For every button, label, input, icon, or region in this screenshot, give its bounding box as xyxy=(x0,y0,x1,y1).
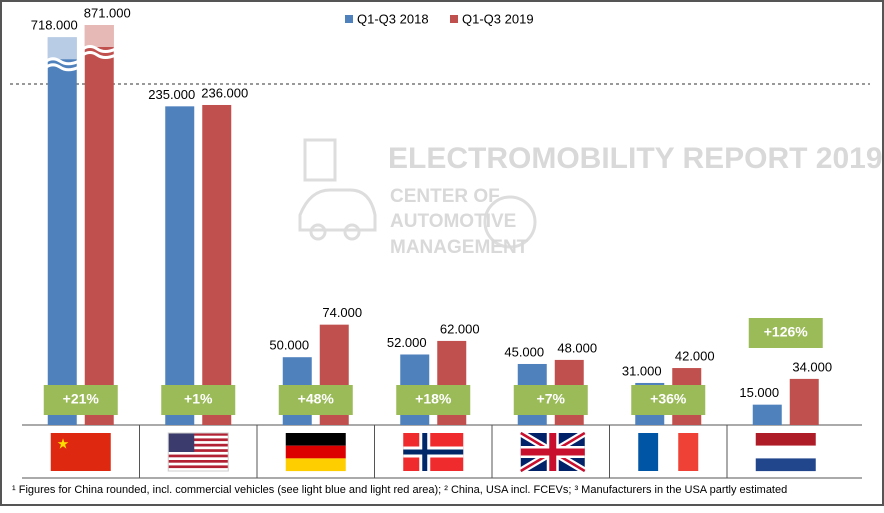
growth-box xyxy=(161,385,236,415)
value-label: 52.000 xyxy=(387,335,427,350)
watermark-line: CENTER OF xyxy=(390,186,500,207)
flag xyxy=(168,443,229,447)
bar xyxy=(789,378,819,425)
flag xyxy=(638,433,659,471)
growth-box xyxy=(748,318,823,348)
flag xyxy=(285,433,346,446)
watermark-title: ELECTROMOBILITY REPORT 2019 xyxy=(388,142,883,175)
value-label: 42.000 xyxy=(675,348,715,363)
value-label: 62.000 xyxy=(440,321,480,336)
flag-star: ★ xyxy=(57,436,70,452)
growth-box xyxy=(278,385,353,415)
footnote: ¹ Figures for China rounded, incl. comme… xyxy=(12,484,787,496)
value-label: 34.000 xyxy=(792,359,832,374)
watermark-icon xyxy=(298,138,537,249)
bar xyxy=(84,25,114,425)
value-label: 236.000 xyxy=(201,85,248,100)
growth-label: +126% xyxy=(764,324,809,340)
growth-box xyxy=(513,385,588,415)
flag xyxy=(168,433,195,452)
growth-box xyxy=(43,385,118,415)
flag xyxy=(403,449,464,455)
flag xyxy=(50,433,111,471)
growth-box xyxy=(631,385,706,415)
flag xyxy=(658,433,679,471)
growth-label: +48% xyxy=(298,391,335,407)
growth-label: +1% xyxy=(184,391,213,407)
flag xyxy=(755,445,816,459)
bar xyxy=(752,404,782,425)
value-label: 45.000 xyxy=(504,344,544,359)
legend-swatch xyxy=(450,15,458,23)
growth-label: +21% xyxy=(63,391,100,407)
watermark-line: MANAGEMENT xyxy=(390,237,529,258)
value-label: 235.000 xyxy=(148,87,195,102)
bar xyxy=(165,106,195,425)
value-label: 48.000 xyxy=(557,340,597,355)
flag xyxy=(167,432,229,472)
bar xyxy=(47,37,77,426)
legend-label: Q1-Q3 2019 xyxy=(462,11,534,26)
value-label: 718.000 xyxy=(31,18,78,33)
value-label: 74.000 xyxy=(322,305,362,320)
growth-box xyxy=(396,385,471,415)
flag xyxy=(168,460,229,463)
growth-label: +7% xyxy=(537,391,566,407)
flag xyxy=(168,433,229,436)
flag xyxy=(168,465,229,469)
bar-overflow xyxy=(84,25,114,47)
value-label: 31.000 xyxy=(622,363,662,378)
watermark-line: AUTOMOTIVE xyxy=(390,211,516,232)
flag xyxy=(285,458,346,472)
value-label: 50.000 xyxy=(269,338,309,353)
flag xyxy=(678,433,699,471)
growth-label: +18% xyxy=(415,391,452,407)
flag xyxy=(755,458,816,472)
value-label: 871.000 xyxy=(84,5,131,20)
flag xyxy=(520,448,585,456)
flag xyxy=(285,445,346,459)
legend-label: Q1-Q3 2018 xyxy=(357,11,429,26)
value-label: 15.000 xyxy=(739,385,779,400)
bar xyxy=(202,104,232,425)
flag xyxy=(168,449,229,452)
flag xyxy=(755,433,816,446)
axis-break xyxy=(81,45,117,59)
flag xyxy=(168,454,229,458)
axis-break xyxy=(44,57,80,72)
bar-overflow xyxy=(47,37,77,60)
flag xyxy=(168,438,229,442)
growth-label: +36% xyxy=(650,391,687,407)
legend-swatch xyxy=(345,15,353,23)
